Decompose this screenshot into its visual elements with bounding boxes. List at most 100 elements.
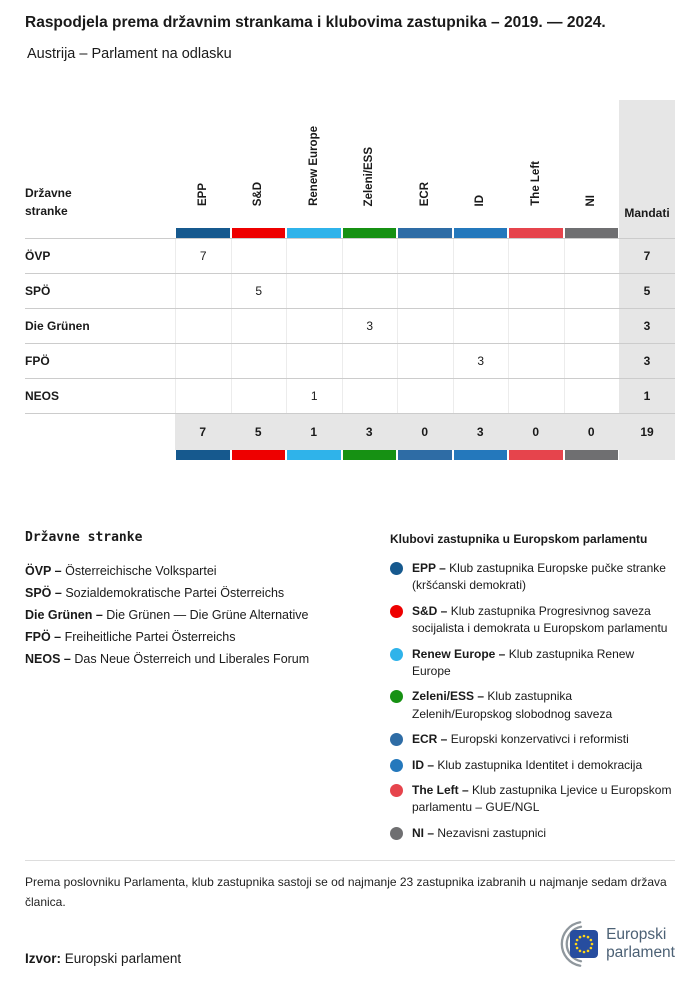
legend-item-neos: NEOS – Das Neue Österreich und Liberales… <box>25 651 390 667</box>
party-legend: Državne stranke ÖVP – Österreichische Vo… <box>25 530 390 850</box>
mandates-cell: 3 <box>619 344 675 378</box>
total-cell: 0 <box>563 414 619 450</box>
seat-cell <box>397 344 453 378</box>
group-description: NI – Nezavisni zastupnici <box>412 825 546 842</box>
column-header-label: Renew Europe <box>307 126 320 206</box>
column-header-label: Zeleni/ESS <box>363 146 376 206</box>
spacer <box>619 228 675 238</box>
column-header-ecr: ECR <box>397 100 453 228</box>
color-bar-renew <box>287 450 341 460</box>
seat-cell <box>286 344 342 378</box>
legend-item-epp: EPP – Klub zastupnika Europske pučke str… <box>390 560 675 595</box>
color-bar-id <box>453 228 507 238</box>
party-full-name: Die Grünen — Die Grüne Alternative <box>106 608 309 622</box>
party-legend-heading: Državne stranke <box>25 530 143 545</box>
ep-logo-text-line2: parlament <box>606 944 675 961</box>
renew-color-dot <box>390 647 403 661</box>
group-abbr: S&D – <box>412 603 448 618</box>
group-description: Zeleni/ESS – Klub zastupnika Zelenih/Eur… <box>412 688 675 723</box>
total-cell: 3 <box>341 414 397 450</box>
legend-item-ecr: ECR – Europski konzervativci i reformist… <box>390 731 675 748</box>
column-header-sd: S&D <box>231 100 287 228</box>
seat-cell <box>230 344 287 378</box>
table-row-ovp: ÖVP 7 7 <box>25 238 675 273</box>
total-cell: 0 <box>508 414 564 450</box>
group-abbr: The Left – <box>412 782 469 797</box>
seat-cell: 5 <box>230 274 287 308</box>
seat-cell <box>508 274 564 308</box>
mandates-cell: 1 <box>619 379 675 413</box>
mandates-cell: 3 <box>619 309 675 343</box>
group-text: Klub zastupnika Ljevice u Europskom parl… <box>412 782 672 815</box>
seat-cell <box>286 274 342 308</box>
group-text: Europski konzervativci i reformisti <box>450 732 629 747</box>
legend-item-renew: Renew Europe – Klub zastupnika Renew Eur… <box>390 646 675 681</box>
seats-table: Državne stranke EPP S&D Renew Europe Zel… <box>25 100 675 460</box>
epp-color-dot <box>390 562 403 575</box>
group-abbr: EPP – <box>412 561 446 575</box>
color-bar-renew <box>287 228 341 238</box>
color-bar-ni <box>564 450 618 460</box>
party-abbr: FPÖ – <box>25 630 62 644</box>
ep-logo: Europski parlament <box>526 920 675 968</box>
mandates-cell: 7 <box>619 239 675 273</box>
seat-cell <box>452 239 509 273</box>
group-text: Nezavisni zastupnici <box>437 825 547 840</box>
table-row-neos: NEOS 1 1 <box>25 378 675 413</box>
legend-item-spo: SPÖ – Sozialdemokratische Partei Österre… <box>25 585 390 601</box>
total-cell: 0 <box>397 414 453 450</box>
color-bar-sd <box>231 450 285 460</box>
group-description: EPP – Klub zastupnika Europske pučke str… <box>412 560 675 595</box>
column-header-epp: EPP <box>175 100 231 228</box>
seat-cell <box>175 344 231 378</box>
seat-cell <box>508 239 564 273</box>
group-abbr: ID – <box>412 757 435 772</box>
total-cell: 3 <box>452 414 508 450</box>
group-abbr: Zeleni/ESS – <box>412 689 485 704</box>
column-header-ni: NI <box>564 100 620 228</box>
seat-cell <box>452 309 509 343</box>
group-legend: Klubovi zastupnika u Europskom parlament… <box>390 530 675 850</box>
legend-item-gruenen: Die Grünen – Die Grünen — Die Grüne Alte… <box>25 607 390 623</box>
seat-cell <box>563 309 620 343</box>
color-bar-ecr <box>398 450 452 460</box>
party-abbr: ÖVP – <box>25 564 62 578</box>
party-name: SPÖ <box>25 284 51 298</box>
color-bar-ni <box>564 228 618 238</box>
group-text: Klub zastupnika Identitet i demokracija <box>437 757 643 772</box>
seat-cell <box>341 274 398 308</box>
party-abbr: NEOS – <box>25 652 71 666</box>
column-header-label: EPP <box>196 182 209 206</box>
sd-color-dot <box>390 604 403 618</box>
legend-item-left: The Left – Klub zastupnika Ljevice u Eur… <box>390 782 675 817</box>
seat-cell <box>563 274 620 308</box>
eu-flag-stars <box>574 934 594 954</box>
seat-cell <box>397 274 453 308</box>
total-cell: 5 <box>230 414 286 450</box>
ep-logo-text: Europski parlament <box>606 926 675 962</box>
legends: Državne stranke ÖVP – Österreichische Vo… <box>25 530 675 850</box>
greens-color-dot <box>390 690 403 704</box>
seat-cell: 1 <box>286 379 342 413</box>
spacer <box>25 228 175 238</box>
group-description: ID – Klub zastupnika Identitet i demokra… <box>412 757 642 774</box>
group-color-bars-top <box>25 228 675 238</box>
total-cell: 1 <box>286 414 342 450</box>
seat-cell <box>175 309 231 343</box>
column-header-label: S&D <box>252 181 265 206</box>
table-header-row: Državne stranke EPP S&D Renew Europe Zel… <box>25 100 675 228</box>
total-mandates-cell: 19 <box>619 414 675 450</box>
ep-logo-text-line1: Europski <box>606 926 667 943</box>
seat-cell <box>397 309 453 343</box>
group-description: ECR – Europski konzervativci i reformist… <box>412 731 629 748</box>
row-header-label: Državne stranke <box>25 186 72 218</box>
source-label: Izvor: <box>25 951 62 966</box>
seat-cell <box>230 239 287 273</box>
seat-cell <box>563 239 620 273</box>
spacer <box>25 414 175 450</box>
legend-item-id: ID – Klub zastupnika Identitet i demokra… <box>390 757 675 774</box>
column-header-label: NI <box>585 194 598 207</box>
group-text: Klub zastupnika Zelenih/Europskog slobod… <box>412 689 613 721</box>
seat-cell <box>175 274 231 308</box>
party-full-name: Das Neue Österreich und Liberales Forum <box>74 652 310 666</box>
